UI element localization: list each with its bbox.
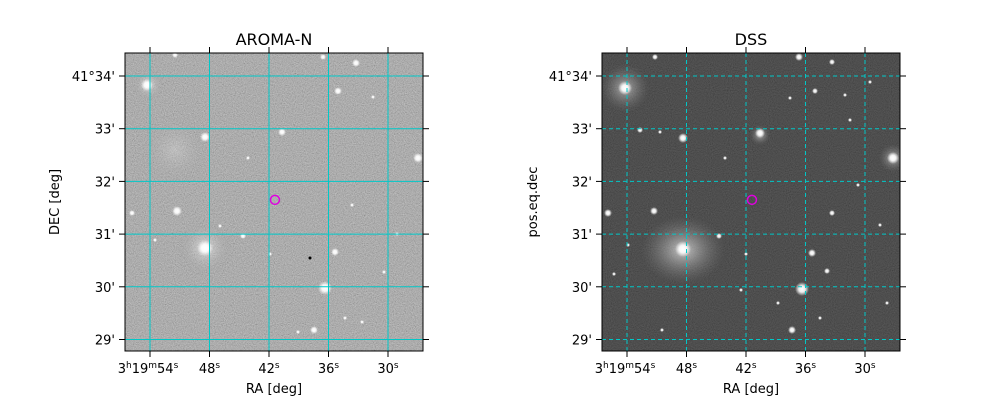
dss-star — [637, 127, 643, 133]
aroma-grid — [125, 53, 423, 351]
aroma-star — [172, 206, 182, 216]
aroma-star — [296, 330, 300, 334]
aroma-dec-tick-label-1: 33' — [95, 123, 115, 138]
dss-star — [739, 288, 743, 292]
dss-star — [788, 326, 796, 334]
dss-dec-tick-label-3: 31' — [572, 228, 592, 243]
aroma-dec-tick-label-5: 29' — [95, 334, 115, 349]
aroma-star — [320, 54, 326, 60]
dss-image — [602, 53, 900, 351]
dss-dec-tick-label-0: 41°34' — [549, 70, 592, 85]
dss-star — [848, 118, 852, 122]
aroma-star — [382, 270, 386, 274]
panel-aroma: 3h19m54s 48s 42s 36s 30s 41°34' 33' 32' 31' 30' 29… — [48, 30, 429, 397]
aroma-ra-tick-label-4: 30s — [377, 361, 399, 377]
aroma-star — [129, 210, 135, 216]
dss-star — [776, 301, 780, 305]
dss-dec-tick-label-2: 32' — [572, 175, 592, 190]
aroma-star — [153, 238, 157, 242]
dss-ra-tick-label-3: 36s — [795, 361, 817, 377]
dss-star — [660, 328, 664, 332]
dss-grid — [602, 53, 900, 351]
dss-frame — [601, 52, 901, 352]
aroma-title: AROMA-N — [236, 30, 313, 49]
aroma-star — [331, 248, 339, 256]
aroma-star — [141, 79, 153, 91]
dss-star — [856, 183, 860, 187]
dss-ra-tick-label-2: 42s — [735, 361, 757, 377]
dss-ylabel: pos.eq.dec — [526, 167, 541, 238]
dss-dec-tick-label-4: 30' — [572, 281, 592, 296]
aroma-star — [413, 153, 423, 163]
dss-star — [723, 156, 727, 160]
dss-star — [650, 207, 658, 215]
aroma-star — [200, 132, 210, 142]
dss-star — [818, 316, 822, 320]
aroma-star — [350, 203, 354, 207]
aroma-star — [246, 156, 250, 160]
aroma-star — [278, 128, 286, 136]
aroma-star — [218, 224, 222, 228]
dss-star — [878, 223, 882, 227]
aroma-star — [197, 240, 213, 256]
dss-star — [808, 249, 816, 257]
aroma-star — [360, 320, 364, 324]
aroma-star — [371, 95, 375, 99]
dss-ra-tick-label-1: 48s — [676, 361, 698, 377]
dss-ra-tick-label-0: 3h19m54s — [595, 361, 656, 377]
dss-ra-tick-label-4: 30s — [854, 361, 876, 377]
aroma-star — [318, 281, 332, 295]
aroma-dec-tick-label-3: 31' — [95, 228, 115, 243]
dss-star — [755, 128, 765, 138]
dss-star — [788, 96, 792, 100]
aroma-star — [343, 316, 347, 320]
dss-star — [843, 93, 847, 97]
dss-star — [678, 133, 688, 143]
aroma-star — [172, 53, 178, 58]
dss-star — [795, 282, 809, 296]
dss-star — [868, 80, 872, 84]
aroma-target-marker — [269, 194, 281, 206]
dss-star — [795, 53, 803, 61]
aroma-star — [352, 59, 360, 67]
aroma-ra-tick-label-3: 36s — [318, 361, 340, 377]
dss-star — [618, 81, 632, 95]
aroma-ra-tick-label-2: 42s — [258, 361, 280, 377]
dss-star — [675, 241, 691, 257]
dss-dec-tick-label-5: 29' — [572, 334, 592, 349]
aroma-ylabel: DEC [deg] — [48, 169, 63, 235]
dss-star — [824, 268, 830, 274]
aroma-xlabel: RA [deg] — [246, 382, 302, 397]
panel-dss: 3h19m54s 48s 42s 36s 30s 41°34' 33' 32' 31' 30' 29… — [526, 30, 906, 397]
aroma-star — [310, 326, 318, 334]
dss-star — [744, 252, 748, 256]
dss-star — [658, 130, 662, 134]
dss-dec-tick-label-1: 33' — [572, 123, 592, 138]
dss-title: DSS — [735, 30, 768, 49]
dss-star — [812, 88, 818, 94]
aroma-star — [334, 87, 342, 95]
dss-star — [612, 272, 616, 276]
dss-target-marker — [746, 194, 758, 206]
dss-star — [829, 210, 835, 216]
aroma-frame — [124, 52, 424, 352]
dss-xlabel: RA [deg] — [723, 382, 779, 397]
aroma-ra-tick-label-0: 3h19m54s — [118, 361, 179, 377]
aroma-dec-tick-label-4: 30' — [95, 281, 115, 296]
aroma-dec-tick-label-0: 41°34' — [72, 70, 115, 85]
dss-star — [885, 301, 889, 305]
dss-star — [887, 152, 899, 164]
dss-star — [604, 209, 612, 217]
aroma-ra-tick-label-1: 48s — [199, 361, 221, 377]
dss-star — [829, 59, 835, 65]
dss-star — [652, 54, 658, 60]
aroma-image — [125, 53, 423, 351]
aroma-dec-tick-label-2: 32' — [95, 175, 115, 190]
